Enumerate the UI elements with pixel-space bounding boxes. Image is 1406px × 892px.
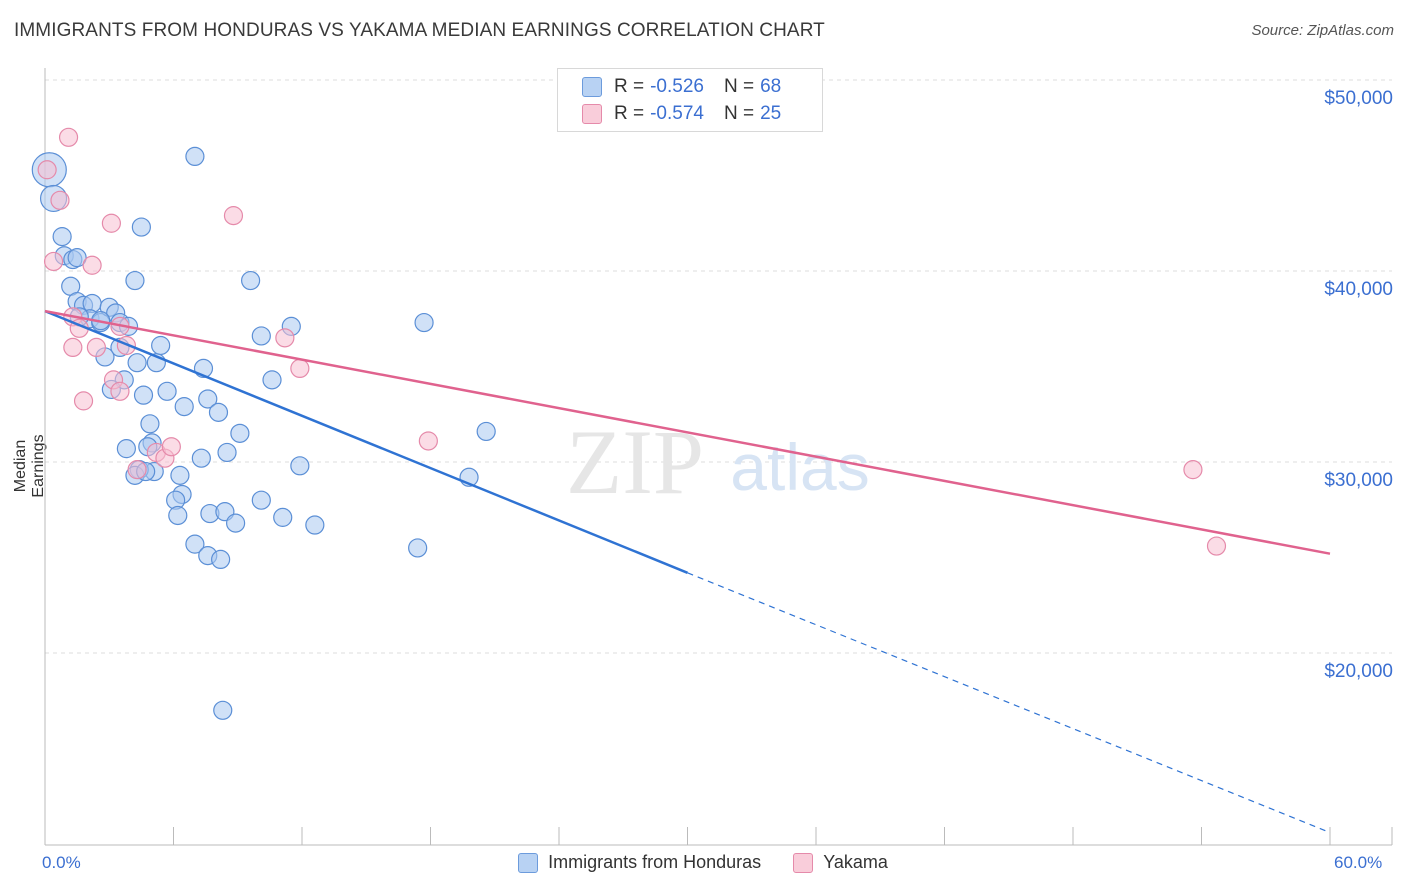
data-point <box>52 227 72 247</box>
y-tick-labels: $20,000 $30,000 $40,000 $50,000 <box>1324 88 1393 682</box>
data-point <box>290 358 310 379</box>
data-point <box>37 160 57 180</box>
data-point <box>168 505 188 526</box>
data-point <box>43 251 64 272</box>
data-point <box>133 385 154 405</box>
data-point <box>251 326 271 346</box>
trendline-honduras-extension <box>687 572 1331 834</box>
data-point <box>262 370 282 390</box>
stats-legend: R = -0.526 N = 68 R = -0.574 N = 25 <box>557 68 823 132</box>
data-point <box>213 700 233 720</box>
data-point <box>1183 460 1203 480</box>
data-point <box>86 337 107 357</box>
legend-r-label: R = <box>614 103 645 124</box>
data-point <box>157 381 177 401</box>
legend-swatch-pink <box>793 852 814 873</box>
legend-label-yakama: Yakama <box>823 852 888 872</box>
data-point <box>251 490 271 510</box>
data-point <box>63 337 83 357</box>
gridlines <box>45 79 1392 654</box>
x-tick-label-min: 0.0% <box>42 853 81 872</box>
legend-r-label: R = <box>614 76 645 97</box>
data-point <box>241 270 261 291</box>
data-point <box>131 217 151 237</box>
data-point <box>116 439 136 459</box>
series-legend: Immigrants from Honduras Yakama <box>0 852 1406 873</box>
legend-n-label: N = <box>723 103 755 124</box>
legend-n-label: N = <box>723 76 755 97</box>
data-point <box>305 515 325 535</box>
legend-item-honduras[interactable]: Immigrants from Honduras <box>518 852 761 873</box>
x-tick-label-max: 60.0% <box>1334 853 1383 872</box>
legend-item-yakama[interactable]: Yakama <box>793 852 888 873</box>
data-point <box>101 213 121 233</box>
trendline-honduras <box>44 309 688 574</box>
series-yakama <box>37 127 1227 556</box>
data-point <box>151 335 171 356</box>
y-tick-label: $30,000 <box>1324 470 1393 491</box>
watermark-zip: ZIP <box>566 411 704 513</box>
data-point <box>223 206 244 226</box>
y-tick-label: $20,000 <box>1324 661 1393 682</box>
data-point <box>191 448 211 468</box>
data-point <box>418 431 438 451</box>
data-point <box>125 270 145 291</box>
data-point <box>161 437 181 457</box>
data-point <box>273 507 293 527</box>
trendlines <box>44 309 1331 834</box>
data-point <box>185 146 205 166</box>
data-point <box>174 397 194 417</box>
data-point <box>140 414 160 434</box>
data-point <box>110 381 130 401</box>
data-point <box>230 423 250 443</box>
data-point <box>198 389 218 409</box>
y-tick-label: $40,000 <box>1324 279 1393 300</box>
data-point <box>1206 536 1227 556</box>
data-point <box>58 127 79 147</box>
y-tick-label: $50,000 <box>1324 88 1393 109</box>
data-point <box>414 312 434 333</box>
data-point <box>50 190 70 210</box>
watermark-atlas: atlas <box>730 430 869 504</box>
source-label: Source: ZipAtlas.com <box>1251 22 1394 39</box>
data-point <box>127 353 147 373</box>
data-point <box>82 255 102 275</box>
data-point <box>217 442 237 463</box>
legend-r-value: -0.574 <box>650 103 704 124</box>
legend-row-yakama: R = -0.574 N = 25 <box>582 102 781 126</box>
legend-row-honduras: R = -0.526 N = 68 <box>582 75 781 99</box>
legend-swatch-blue <box>582 77 602 97</box>
data-point <box>408 538 428 558</box>
data-point <box>67 248 87 268</box>
data-point <box>185 534 205 554</box>
data-point <box>73 391 94 411</box>
watermark: ZIP atlas <box>566 411 870 513</box>
data-point <box>290 456 310 476</box>
data-point <box>127 460 147 480</box>
chart-title: IMMIGRANTS FROM HONDURAS VS YAKAMA MEDIA… <box>14 20 825 41</box>
legend-n-value: 68 <box>760 76 782 97</box>
legend-swatch-blue <box>518 852 539 873</box>
legend-r-value: -0.526 <box>650 76 704 97</box>
trendline-yakama <box>44 309 1331 555</box>
legend-n-value: 25 <box>760 103 782 124</box>
legend-label-honduras: Immigrants from Honduras <box>548 852 762 872</box>
data-point <box>476 421 496 442</box>
data-point <box>170 465 190 485</box>
legend-swatch-pink <box>582 104 602 124</box>
data-point <box>208 402 229 422</box>
axes <box>44 68 1393 846</box>
data-point <box>211 549 231 570</box>
data-point <box>275 328 295 348</box>
data-point <box>226 513 246 533</box>
